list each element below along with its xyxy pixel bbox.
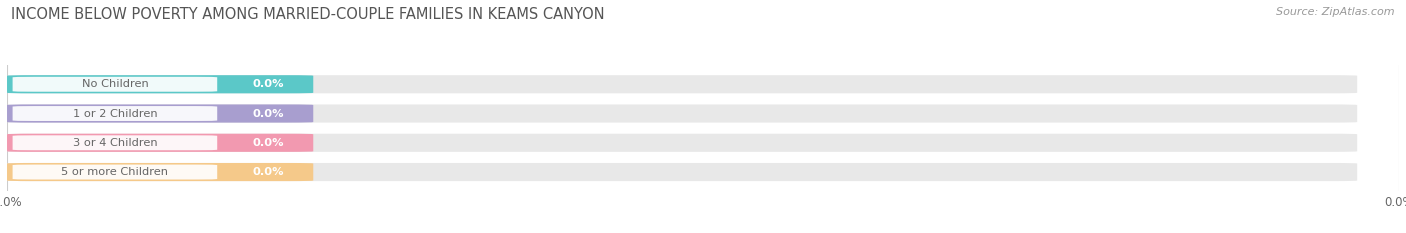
FancyBboxPatch shape <box>13 77 217 92</box>
FancyBboxPatch shape <box>7 75 314 93</box>
Text: 0.0%: 0.0% <box>252 109 284 119</box>
Text: 0.0%: 0.0% <box>252 167 284 177</box>
Text: 0.0%: 0.0% <box>252 138 284 148</box>
FancyBboxPatch shape <box>13 135 217 150</box>
Text: No Children: No Children <box>82 79 148 89</box>
FancyBboxPatch shape <box>13 106 217 121</box>
Text: 3 or 4 Children: 3 or 4 Children <box>73 138 157 148</box>
Text: 0.0%: 0.0% <box>252 79 284 89</box>
Text: Source: ZipAtlas.com: Source: ZipAtlas.com <box>1277 7 1395 17</box>
FancyBboxPatch shape <box>13 164 217 179</box>
FancyBboxPatch shape <box>7 104 314 123</box>
FancyBboxPatch shape <box>7 134 1357 152</box>
FancyBboxPatch shape <box>7 75 1357 93</box>
FancyBboxPatch shape <box>7 104 1357 123</box>
FancyBboxPatch shape <box>7 163 314 181</box>
Text: INCOME BELOW POVERTY AMONG MARRIED-COUPLE FAMILIES IN KEAMS CANYON: INCOME BELOW POVERTY AMONG MARRIED-COUPL… <box>11 7 605 22</box>
FancyBboxPatch shape <box>7 134 314 152</box>
Text: 5 or more Children: 5 or more Children <box>62 167 169 177</box>
FancyBboxPatch shape <box>7 163 1357 181</box>
Text: 1 or 2 Children: 1 or 2 Children <box>73 109 157 119</box>
